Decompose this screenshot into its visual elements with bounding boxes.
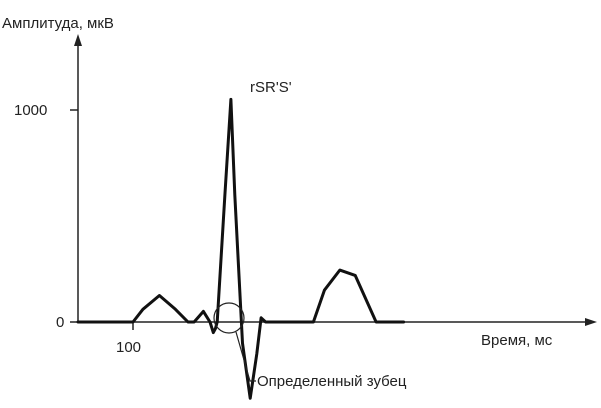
peak-label: rSR'S' [250,79,292,96]
y-axis-label: Амплитуда, мкВ [2,15,114,32]
y-tick-label-1000: 1000 [14,102,47,119]
callout-label: Определенный зубец [257,373,407,390]
ecg-waveform-line [76,97,406,400]
callout-leader-line [235,331,256,382]
x-axis-arrow [585,318,597,326]
x-tick-label-100: 100 [116,339,141,356]
y-tick-label-0: 0 [56,314,64,331]
callout-circle [213,302,245,334]
x-axis-label: Время, мс [481,332,553,349]
y-axis-arrow [74,34,82,46]
